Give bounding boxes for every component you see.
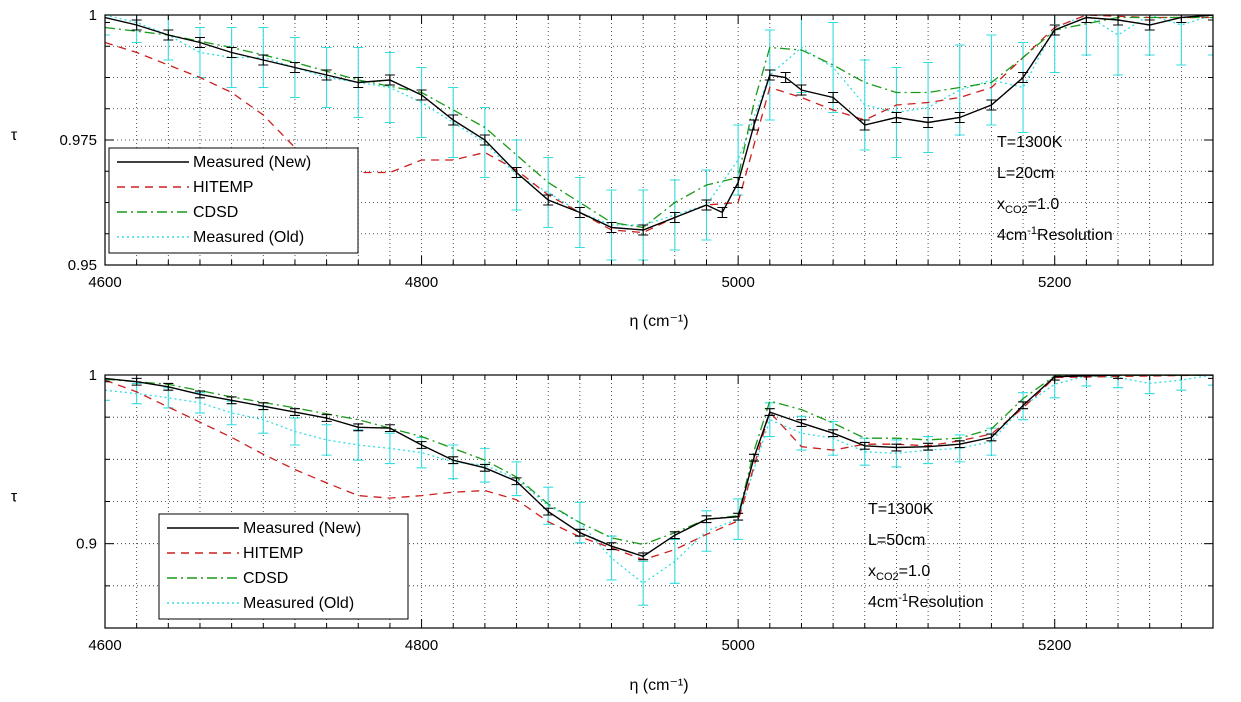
x-tick-label: 4800 [405,274,438,291]
y-tick-label: 1 [89,367,97,384]
legend-label: CDSD [193,204,238,221]
error-bar [543,156,554,229]
y-tick-label: 0.975 [59,132,97,149]
error-bar [1208,375,1213,379]
annotation-temperature: T=1300K [997,134,1063,151]
legend-box [158,513,409,620]
tick-marks [104,14,1214,266]
error-bar [1208,375,1213,386]
legend: Measured (New) HITEMP CDSD Measured (Old) [108,147,359,254]
series-hitemp [105,15,1213,234]
error-bar [1176,375,1187,391]
error-bar [638,560,649,606]
series-line [105,16,1213,229]
x-tick-label: 5000 [721,274,754,291]
error-bar [1113,15,1124,76]
annotations: T=1300K L=20cm xCO2=1.0 4cm-1Resolution [997,134,1113,244]
error-bar [669,538,680,584]
error-bar [1208,15,1213,56]
annotations: T=1300K L=50cm xCO2=1.0 4cm-1Resolution [868,501,984,611]
x-axis-label: η (cm⁻¹) [629,313,688,330]
plot-area [105,375,1213,606]
series-line [105,15,1213,234]
error-bar [105,15,110,24]
legend-label: CDSD [243,570,288,587]
error-bar [321,424,332,456]
x-axis-label: η (cm⁻¹) [629,677,688,694]
error-bar [1144,15,1155,56]
error-bar [1018,41,1029,134]
x-tick-label: 4800 [405,637,438,654]
series-line [105,15,1213,231]
error-bar [986,427,997,456]
legend-label: Measured (Old) [243,595,354,612]
y-axis-label: τ [11,127,18,144]
x-tick-label: 5000 [721,637,754,654]
plot-area [105,15,1213,261]
legend: Measured (New) HITEMP CDSD Measured (Old) [158,513,409,620]
series-measured-new [105,15,1213,236]
x-tick-label: 5200 [1038,637,1071,654]
annotation-concentration: xCO2=1.0 [868,563,930,583]
error-bar [1208,15,1213,21]
error-bar [226,400,237,426]
annotation-concentration: xCO2=1.0 [997,196,1059,216]
legend-label: Measured (New) [243,520,361,537]
x-tick-label: 5200 [1038,274,1071,291]
annotation-temperature: T=1300K [868,501,934,518]
y-tick-label: 1 [89,7,97,24]
legend-box [108,147,359,254]
chart-panel-2: 4600 4800 5000 5200 0.9 1 η (cm⁻¹) τ Measured (N… [11,367,1214,694]
annotation-length: L=50cm [868,532,925,549]
error-bar [859,59,870,151]
error-bar [1081,15,1092,56]
legend-label: HITEMP [243,545,303,562]
y-tick-label: 0.9 [76,536,97,553]
annotation-resolution: 4cm-1Resolution [868,592,984,611]
legend-label: Measured (New) [193,154,311,171]
legend-label: Measured (Old) [193,229,304,246]
legend-label: HITEMP [193,179,253,196]
error-bar [543,486,554,525]
tick-marks [104,374,1214,629]
x-tick-label: 4600 [88,274,121,291]
error-bar [105,375,110,383]
y-tick-label: 0.95 [68,257,97,274]
series-line [105,375,1213,558]
error-bar [105,15,110,36]
annotation-length: L=20cm [997,165,1054,182]
x-tick-label: 4600 [88,637,121,654]
annotation-resolution: 4cm-1Resolution [997,225,1113,244]
y-axis-label: τ [11,489,18,506]
chart-panel-1: 4600 4800 5000 5200 0.95 0.975 1 η (cm⁻¹) τ Measu… [11,7,1214,330]
series-measured-new [105,375,1213,561]
series-cdsd [105,16,1213,229]
error-bar [1176,15,1187,66]
